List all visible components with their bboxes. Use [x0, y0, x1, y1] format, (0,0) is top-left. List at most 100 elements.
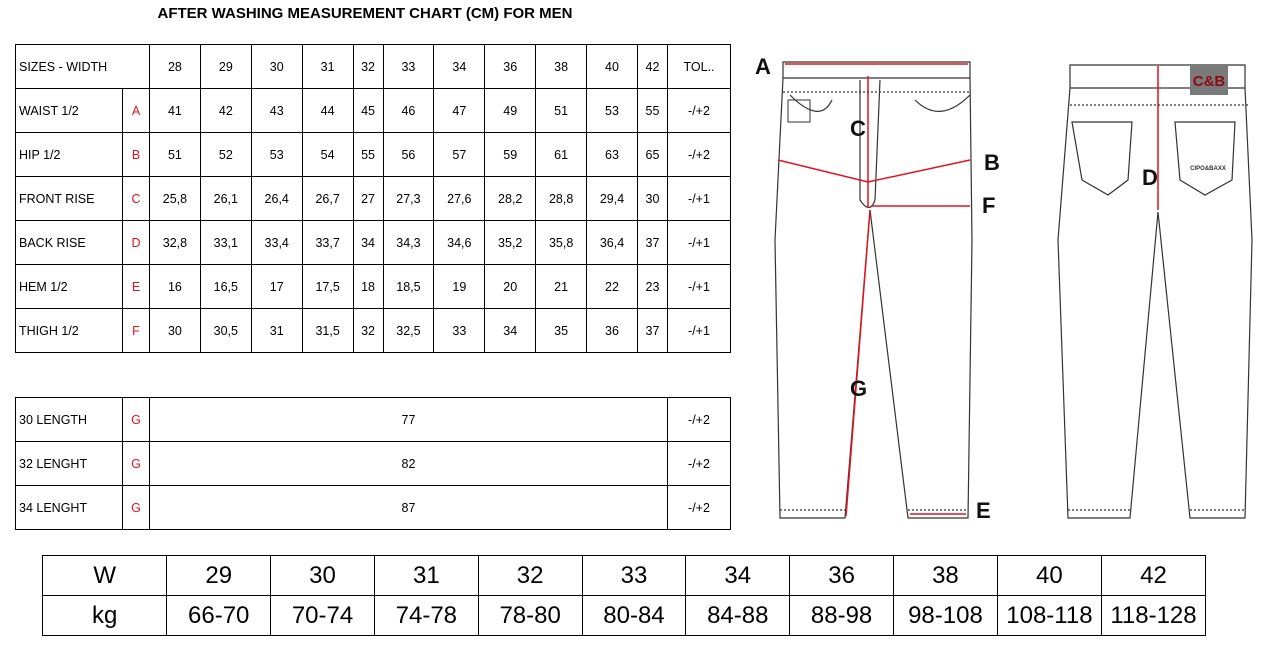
brand-logo-text: C&B [1193, 73, 1226, 90]
value-cell: 18 [352, 264, 384, 309]
value-cell: 53 [250, 132, 303, 177]
kg-cell: 80-84 [581, 595, 687, 636]
row-label: FRONT RISE [15, 176, 123, 221]
length-label: 32 LENGHT [15, 441, 123, 486]
tolerance-cell: -/+1 [667, 176, 731, 221]
kg-cell: 66-70 [166, 595, 272, 636]
length-letter: G [122, 485, 150, 530]
length-value: 87 [149, 485, 668, 530]
size-header: 28 [149, 44, 201, 89]
size-header: 36 [484, 44, 537, 89]
length-tolerance: -/+2 [667, 397, 731, 442]
value-cell: 26,7 [301, 176, 354, 221]
value-cell: 41 [149, 88, 201, 133]
w-cell: 38 [892, 555, 998, 596]
value-cell: 17,5 [301, 264, 354, 309]
row-letter: A [122, 88, 150, 133]
table-row: HEM 1/2 E 16 16,5 17 17,5 18 18,5 19 20 21 22 23 -/+1 [15, 264, 731, 309]
value-cell: 21 [535, 264, 588, 309]
row-letter: F [122, 308, 150, 353]
length-letter: G [122, 397, 150, 442]
value-cell: 27,6 [433, 176, 486, 221]
value-cell: 25,8 [149, 176, 201, 221]
length-letter: G [122, 441, 150, 486]
value-cell: 55 [636, 88, 669, 133]
value-cell: 59 [484, 132, 537, 177]
length-tolerance: -/+2 [667, 441, 731, 486]
label-a: A [755, 54, 771, 79]
value-cell: 45 [352, 88, 384, 133]
size-header: 29 [199, 44, 252, 89]
table-row: WAIST 1/2 A 41 42 43 44 45 46 47 49 51 53 55 -/+2 [15, 88, 731, 133]
header-label: SIZES - WIDTH [15, 44, 150, 89]
value-cell: 36 [586, 308, 638, 353]
arrow-b [777, 159, 971, 183]
value-cell: 34,6 [433, 220, 486, 265]
table-row: BACK RISE D 32,8 33,1 33,4 33,7 34 34,3 34,6 35,2… [15, 220, 731, 265]
label-b: B [984, 150, 1000, 175]
brand-logo [1190, 65, 1228, 95]
value-cell: 35 [535, 308, 588, 353]
value-cell: 42 [199, 88, 252, 133]
value-cell: 26,1 [199, 176, 252, 221]
table-row: THIGH 1/2 F 30 30,5 31 31,5 32 32,5 33 34 35 36 37 -/… [15, 308, 731, 353]
value-cell: 33,1 [199, 220, 252, 265]
row-label: WAIST 1/2 [15, 88, 123, 133]
value-cell: 34,3 [382, 220, 435, 265]
label-f: F [982, 193, 995, 218]
value-cell: 47 [433, 88, 486, 133]
w-cell: 42 [1100, 555, 1207, 596]
size-header: 31 [301, 44, 354, 89]
length-row: 32 LENGHT G 82 -/+2 [15, 441, 731, 486]
size-header: 32 [352, 44, 384, 89]
table-row: FRONT RISE C 25,8 26,1 26,4 26,7 27 27,3 27,6 28,… [15, 176, 731, 221]
value-cell: 30,5 [199, 308, 252, 353]
measurement-arrows [777, 63, 1159, 517]
value-cell: 32,5 [382, 308, 435, 353]
value-cell: 35,8 [535, 220, 588, 265]
arrow-g [845, 209, 871, 517]
tolerance-header: TOL.. [667, 44, 731, 89]
label-g: G [850, 376, 867, 401]
value-cell: 29,4 [586, 176, 638, 221]
row-label: THIGH 1/2 [15, 308, 123, 353]
kg-cell: 118-128 [1100, 595, 1207, 636]
value-cell: 34 [352, 220, 384, 265]
size-header: 34 [433, 44, 486, 89]
value-cell: 32 [352, 308, 384, 353]
value-cell: 33,7 [301, 220, 354, 265]
back-pocket-text: CIPO&BAXX [1190, 166, 1226, 172]
length-value: 77 [149, 397, 668, 442]
weight-table: W 29 30 31 32 33 34 36 38 40 42 kg 66-70 70-74 74-78 78… [41, 555, 1207, 636]
value-cell: 55 [352, 132, 384, 177]
size-header: 33 [382, 44, 435, 89]
value-cell: 37 [636, 308, 669, 353]
measurement-table: SIZES - WIDTH 28 29 30 31 32 33 34 36 38 40 42 TOL..… [15, 44, 731, 353]
size-header: 40 [586, 44, 638, 89]
front-pants-outline [774, 61, 973, 519]
kg-cell: 70-74 [270, 595, 375, 636]
tolerance-cell: -/+2 [667, 132, 731, 177]
value-cell: 61 [535, 132, 588, 177]
kg-label: kg [41, 595, 168, 636]
value-cell: 36,4 [586, 220, 638, 265]
size-header: 30 [250, 44, 303, 89]
value-cell: 43 [250, 88, 303, 133]
value-cell: 27,3 [382, 176, 435, 221]
kg-cell: 84-88 [685, 595, 791, 636]
row-label: HIP 1/2 [15, 132, 123, 177]
kg-cell: 88-98 [789, 595, 894, 636]
value-cell: 19 [433, 264, 486, 309]
value-cell: 31 [250, 308, 303, 353]
length-label: 30 LENGTH [15, 397, 123, 442]
kg-cell: 108-118 [996, 595, 1102, 636]
value-cell: 46 [382, 88, 435, 133]
tolerance-cell: -/+2 [667, 88, 731, 133]
value-cell: 30 [636, 176, 669, 221]
value-cell: 20 [484, 264, 537, 309]
tolerance-cell: -/+1 [667, 264, 731, 309]
value-cell: 30 [149, 308, 201, 353]
length-row: 30 LENGTH G 77 -/+2 [15, 397, 731, 442]
size-header: 42 [636, 44, 669, 89]
w-cell: 40 [996, 555, 1102, 596]
